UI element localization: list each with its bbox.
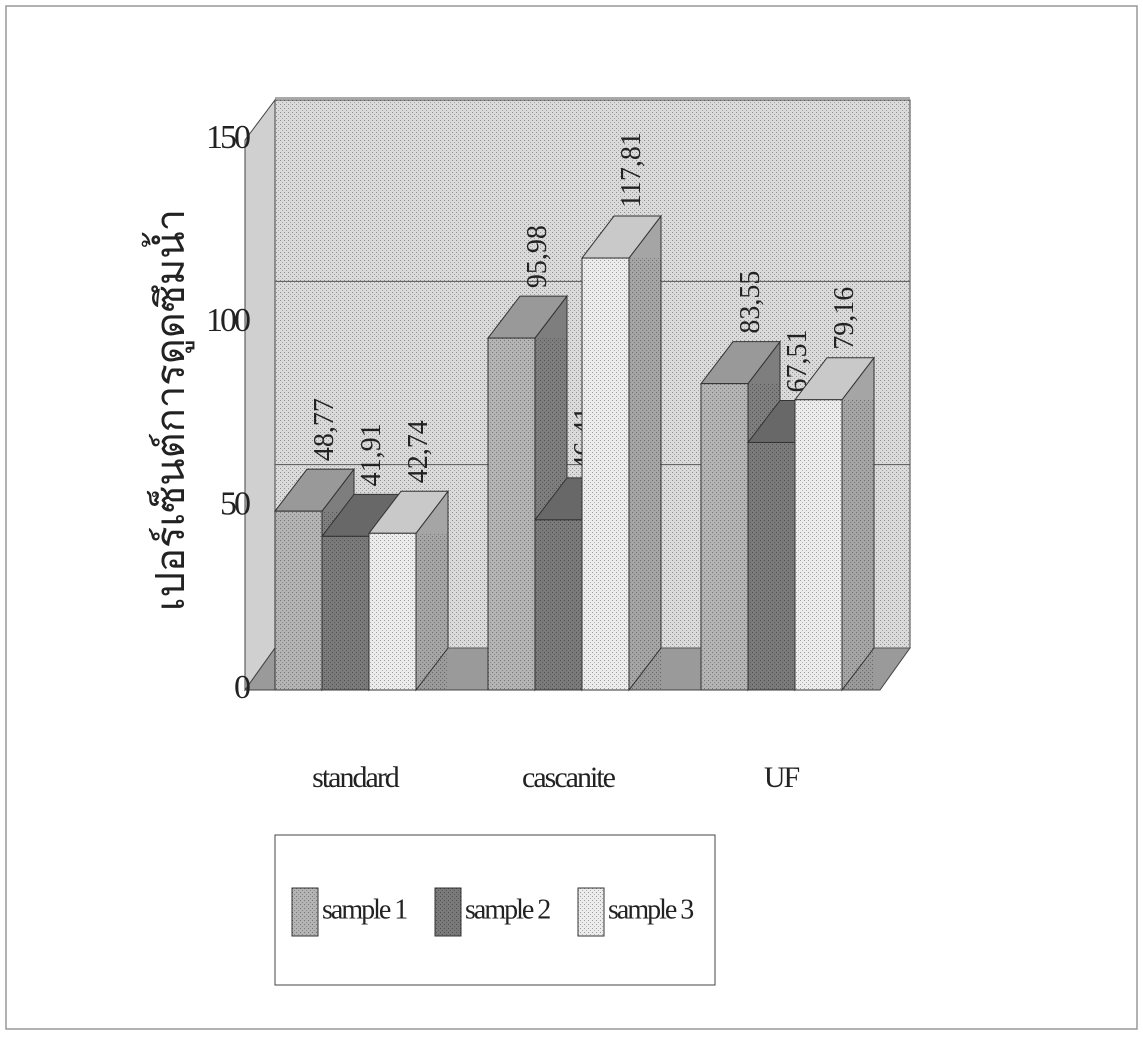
bar-front (487, 337, 536, 691)
bar-front (794, 399, 843, 691)
bar-front (368, 532, 417, 691)
y-axis-title: เปอร์เซ็นต์การดูดซึมน้ำ (141, 209, 194, 611)
y-tick-label: 0 (234, 669, 250, 706)
value-label: 95,98 (522, 225, 553, 288)
value-label: 83,55 (735, 271, 766, 334)
x-tick-label: standard (312, 761, 400, 794)
bar-front (747, 441, 796, 691)
legend-label: sample 2 (465, 894, 550, 925)
bar-side (628, 214, 662, 692)
bar-front (534, 519, 583, 691)
bar-front (581, 257, 630, 691)
legend-swatch-texture (435, 888, 461, 936)
legend (274, 834, 716, 986)
value-label: 79,16 (829, 287, 860, 350)
legend-swatch-texture (578, 888, 604, 936)
value-label: 117,81 (616, 132, 647, 208)
legend-swatch-texture (292, 888, 318, 936)
y-tick-label: 50 (220, 485, 250, 522)
y-tick-label: 100 (206, 302, 250, 339)
y-tick-label: 150 (206, 119, 250, 156)
bar (793, 356, 876, 692)
value-label: 48,77 (309, 398, 340, 461)
legend-label: sample 1 (322, 894, 407, 925)
left-wall (244, 98, 276, 692)
bar (580, 214, 663, 692)
bar-front (274, 510, 323, 691)
legend-label: sample 3 (608, 894, 693, 925)
bar-front (321, 535, 370, 691)
x-tick-label: cascanite (522, 761, 616, 794)
x-tick-label: UF (764, 761, 800, 794)
bar (367, 489, 450, 692)
value-label: 41,91 (356, 423, 387, 486)
bar-front (700, 383, 749, 691)
frame (5, 5, 1138, 1030)
value-label: 67,51 (782, 329, 813, 392)
bar-side (841, 356, 875, 692)
value-label: 42,74 (403, 420, 434, 483)
